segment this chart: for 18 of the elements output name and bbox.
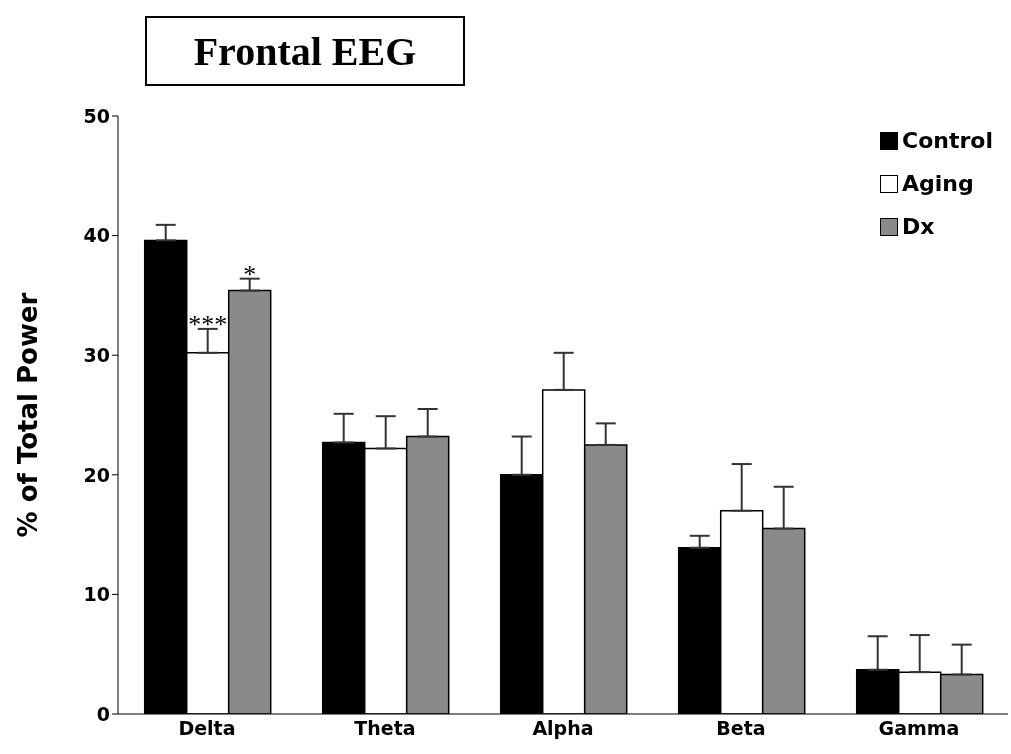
annotation: *** bbox=[188, 309, 228, 339]
annotation: * bbox=[243, 259, 257, 289]
y-tick-label: 0 bbox=[96, 702, 110, 725]
legend-label: Control bbox=[902, 128, 993, 153]
y-tick-label: 50 bbox=[83, 104, 110, 127]
y-tick-label: 30 bbox=[83, 343, 110, 366]
y-axis-title: % of Total Power bbox=[13, 292, 44, 538]
x-tick-label: Theta bbox=[354, 717, 416, 740]
y-tick-label: 40 bbox=[83, 224, 110, 247]
chart-title: Frontal EEG bbox=[145, 16, 465, 86]
y-tick-label: 10 bbox=[83, 583, 110, 606]
x-tick-label: Delta bbox=[178, 717, 236, 740]
x-tick-label: Beta bbox=[716, 717, 766, 740]
legend-label: Aging bbox=[902, 171, 974, 196]
legend-label: Dx bbox=[902, 214, 935, 239]
x-tick-label: Gamma bbox=[878, 717, 960, 740]
y-tick-label: 20 bbox=[83, 463, 110, 486]
x-tick-label: Alpha bbox=[532, 717, 594, 740]
